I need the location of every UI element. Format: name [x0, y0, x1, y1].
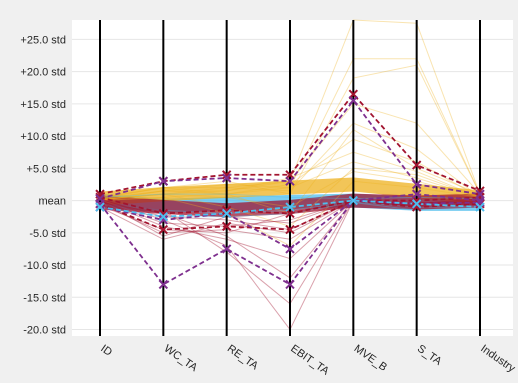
mean-marker — [411, 160, 422, 170]
mean-marker — [221, 244, 232, 254]
mean-markers — [95, 89, 485, 290]
mean-marker — [221, 221, 232, 232]
mean-marker — [158, 211, 169, 222]
y-tick-label: +15.0 std — [20, 99, 66, 111]
mean-marker — [285, 224, 295, 235]
mean-marker — [158, 224, 169, 235]
y-tick-label: -5.0 std — [29, 228, 66, 240]
y-tick-label: +5.0 std — [27, 163, 66, 175]
y-tick-label: +25.0 std — [20, 34, 66, 46]
y-tick-label: -20.0 std — [23, 325, 66, 337]
mean-marker — [285, 176, 295, 186]
mean-marker — [158, 215, 169, 225]
mean-marker — [348, 195, 359, 206]
mean-marker — [221, 173, 232, 183]
mean-marker — [95, 202, 105, 212]
mean-marker — [221, 205, 232, 215]
y-tick-label: -15.0 std — [23, 292, 66, 304]
y-tick-label: mean — [38, 196, 66, 208]
mean-marker — [411, 189, 422, 199]
y-tick-label: +20.0 std — [20, 67, 66, 79]
y-tick-labels: +25.0 std +20.0 std +15.0 std +10.0 std +5.0… — [20, 34, 66, 336]
y-tick-label: +10.0 std — [20, 131, 66, 143]
mean-marker — [475, 202, 485, 212]
mean-marker — [221, 170, 232, 180]
mean-marker — [95, 193, 105, 204]
y-tick-label: -10.0 std — [23, 260, 66, 272]
mean-marker — [348, 95, 359, 106]
mean-marker — [475, 189, 485, 199]
mean-marker — [411, 179, 422, 190]
mean-marker — [411, 199, 422, 209]
mean-marker — [221, 208, 232, 219]
mean-marker — [411, 202, 422, 212]
mean-marker — [285, 202, 295, 212]
mean-marker — [285, 279, 295, 290]
mean-marker — [158, 176, 169, 186]
mean-marker — [158, 279, 169, 290]
mean-marker — [285, 244, 295, 254]
